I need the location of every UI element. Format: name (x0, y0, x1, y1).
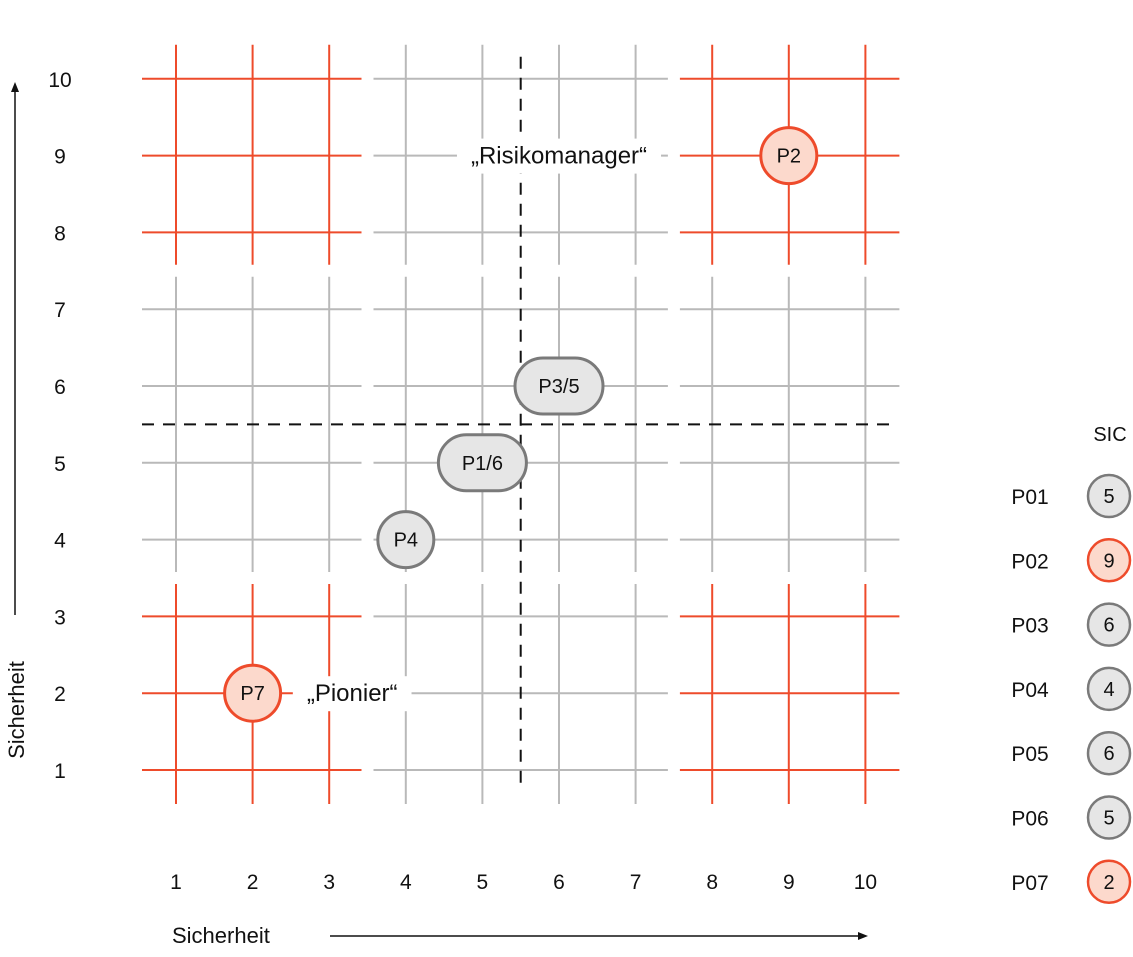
y-tick-label: 2 (54, 683, 66, 706)
legend-item-value: 6 (1103, 615, 1114, 637)
annotation-background (456, 138, 662, 174)
x-tick-label: 1 (170, 871, 182, 894)
annotations: „Risikomanager“ „Pionier“ (292, 138, 662, 712)
legend-item-value: 6 (1103, 743, 1114, 765)
x-tick-label: 6 (553, 871, 565, 894)
divider-lines (11, 56, 890, 940)
data-point-marker (513, 356, 605, 416)
data-point-label: P1/6 (462, 453, 503, 475)
x-tick-label: 10 (854, 871, 877, 894)
annotation-background (292, 676, 412, 712)
x-tick-label: 5 (477, 871, 489, 894)
legend-item-marker (1086, 473, 1132, 519)
y-axis-arrowhead (11, 82, 19, 92)
legend-title: SIC (1093, 424, 1126, 446)
legend-item-marker (1086, 538, 1132, 583)
data-point-marker (759, 126, 819, 186)
legend-item-marker (1086, 730, 1132, 776)
data-point-label: P3/5 (538, 376, 579, 398)
legend-item-value: 2 (1103, 872, 1114, 894)
x-tick-label: 7 (630, 871, 642, 894)
legend: SIC P01 5 P02 9 P03 6 P04 4 P05 6 P06 5 P07 2 (1011, 424, 1132, 905)
y-tick-label: 1 (54, 760, 66, 783)
axes: Sicherheit Sicherheit (4, 661, 270, 948)
y-tick-label: 9 (54, 146, 66, 169)
y-axis-label: Sicherheit (4, 661, 29, 759)
legend-item-value: 9 (1103, 550, 1114, 572)
x-tick-label: 8 (706, 871, 718, 894)
x-tick-label: 4 (400, 871, 412, 894)
y-tick-label: 3 (54, 606, 66, 629)
legend-item-value: 5 (1103, 486, 1114, 508)
x-tick-label: 2 (247, 871, 259, 894)
data-point-marker (436, 433, 528, 493)
x-axis-label: Sicherheit (172, 923, 270, 948)
y-tick-label: 6 (54, 376, 66, 399)
legend-item-label: P03 (1011, 615, 1048, 638)
y-tick-label: 4 (54, 530, 66, 553)
data-point-marker (376, 510, 436, 570)
tick-labels: 1 2 3 4 5 6 7 8 9 10 1 2 3 4 5 6 7 8 9 10 (48, 69, 877, 894)
data-points: P2 P3/5 P1/6 P4 P7 (223, 126, 819, 723)
legend-item-label: P06 (1011, 808, 1048, 831)
data-point-label: P7 (240, 683, 264, 705)
annotation-label: „Risikomanager“ (471, 143, 647, 170)
y-tick-label: 8 (54, 222, 66, 245)
data-point-marker (223, 663, 283, 723)
data-point-label: P2 (777, 146, 801, 168)
x-tick-label: 3 (323, 871, 335, 894)
legend-item-label: P07 (1011, 872, 1048, 895)
y-tick-label: 10 (48, 69, 71, 92)
y-tick-label: 7 (54, 299, 66, 322)
legend-item-label: P05 (1011, 743, 1048, 766)
x-tick-label: 9 (783, 871, 795, 894)
legend-item-label: P04 (1011, 679, 1049, 702)
legend-item-marker (1086, 602, 1132, 647)
legend-item-value: 5 (1103, 808, 1114, 830)
x-axis-arrowhead (858, 932, 868, 940)
legend-item-label: P01 (1011, 486, 1048, 509)
data-point-label: P4 (394, 530, 418, 552)
legend-item-marker (1086, 666, 1132, 712)
legend-item-marker (1086, 795, 1132, 840)
annotation-label: „Pionier“ (307, 680, 398, 707)
legend-item-value: 4 (1103, 679, 1114, 701)
legend-item-marker (1086, 859, 1132, 905)
legend-item-label: P02 (1011, 550, 1048, 573)
y-tick-label: 5 (54, 453, 66, 476)
